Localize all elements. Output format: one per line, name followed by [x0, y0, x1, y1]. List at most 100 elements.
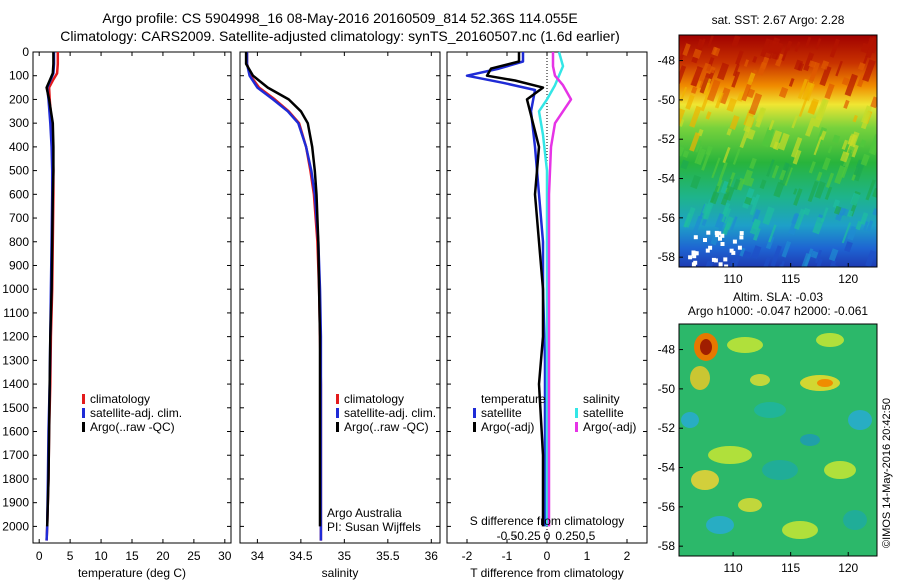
- sst-streak: [726, 128, 733, 136]
- sla-map-title-line2: Argo h1000: -0.047 h2000: -0.061: [688, 304, 868, 318]
- sst-streak: [841, 157, 852, 179]
- x-tick-label: 2: [624, 549, 631, 563]
- sst-texture: [679, 35, 877, 267]
- s-tick-label: 0.5: [579, 529, 596, 543]
- salinity-plot: 34 34.5 35 35.5 36: [240, 51, 440, 563]
- sst-streak: [853, 159, 863, 176]
- sst-streak: [752, 227, 761, 241]
- sst-streak: [824, 83, 835, 100]
- map-x-tick-label: 110: [724, 561, 743, 575]
- sst-streak: [841, 77, 850, 86]
- x-tick-label: 15: [125, 549, 139, 563]
- x-tick-label: 25: [187, 549, 201, 563]
- depth-tick-label: 900: [9, 258, 29, 272]
- map-y-tick-label: -48: [658, 54, 676, 68]
- depth-tick-label: 0: [22, 45, 29, 59]
- sst-streak: [765, 235, 775, 250]
- sst-streak: [752, 209, 761, 223]
- sst-missing-cell: [718, 262, 723, 267]
- legend-label-s-satellite: satellite: [583, 406, 624, 420]
- sla-anomaly-blob: [848, 410, 872, 430]
- sst-streak: [749, 194, 761, 216]
- sst-streak: [689, 132, 701, 152]
- depth-tick-label: 1100: [3, 306, 29, 320]
- sla-anomaly-blob: [843, 510, 867, 530]
- sst-streak: [865, 179, 876, 201]
- x-tick-label: 35.5: [376, 549, 400, 563]
- depth-tick-label: 1000: [2, 282, 29, 296]
- sst-streak: [714, 213, 724, 228]
- series-line-argo-raw-qc-: [244, 52, 322, 527]
- sst-streak: [778, 86, 789, 99]
- sst-streak: [840, 151, 850, 163]
- sst-streak: [798, 97, 808, 117]
- x-tick-label: 35: [338, 549, 352, 563]
- sst-streak: [705, 111, 712, 120]
- sst-streak: [794, 41, 801, 52]
- map-y-tick-label: -54: [658, 461, 676, 475]
- sst-streak: [777, 132, 790, 151]
- sst-streak: [808, 60, 817, 68]
- sst-streak: [859, 212, 869, 225]
- sst-streak: [793, 188, 798, 195]
- map-x-tick-label: 120: [838, 561, 858, 575]
- sst-streak: [708, 65, 716, 74]
- sst-streak: [723, 185, 735, 201]
- sst-missing-cell: [694, 251, 699, 256]
- map-y-tick-label: -56: [658, 500, 676, 514]
- sst-streak: [771, 41, 783, 60]
- sst-streak: [870, 96, 877, 109]
- sst-streak: [794, 59, 804, 71]
- sst-streak: [692, 48, 702, 59]
- map-y-tick-label: -52: [658, 132, 676, 146]
- sst-streak: [682, 150, 690, 158]
- map-y-tick-label: -58: [658, 250, 676, 264]
- sst-streak: [827, 145, 833, 154]
- sst-streak: [825, 172, 835, 189]
- legend-label-satellite: satellite-adj. clim.: [90, 406, 182, 420]
- sla-map-frame: [678, 323, 878, 557]
- depth-axis-labels: 0 100 200 300 400 500 600 700 800 900 1000 1100 1200…: [2, 45, 29, 533]
- sst-streak: [821, 157, 831, 171]
- sst-streak: [747, 72, 756, 86]
- sst-streak: [710, 185, 719, 203]
- sst-streak: [769, 130, 783, 150]
- salinity-legend: climatology satellite-adj. clim. Argo(..…: [336, 392, 436, 434]
- sst-streak: [819, 130, 827, 141]
- x-tick-label: -1: [502, 549, 513, 563]
- series-line-s-satellite: [537, 51, 565, 527]
- legend-swatch-t-satellite: [473, 408, 476, 418]
- sst-streak: [844, 73, 858, 97]
- sla-anomaly-blob: [691, 470, 719, 490]
- sst-missing-cell: [739, 231, 744, 236]
- temperature-xlabel: temperature (deg C): [78, 566, 186, 580]
- x-tick-label: 36: [425, 549, 439, 563]
- sst-streak: [732, 63, 740, 77]
- salinity-xlabel: salinity: [322, 566, 359, 580]
- legend-label-argo: Argo(..raw -QC): [90, 420, 175, 434]
- map-y-tick-label: -58: [658, 539, 676, 553]
- sst-streak: [793, 188, 803, 206]
- difference-plot: -2 -1 0 1 2 -0.5-0.25 0 0.25 0.5: [447, 51, 647, 563]
- sst-streak: [731, 35, 741, 48]
- sst-streak: [810, 250, 819, 259]
- sst-streak: [701, 150, 712, 171]
- sst-streak: [679, 65, 687, 84]
- legend-swatch-climatology: [82, 394, 85, 404]
- depth-tick-label: 800: [9, 235, 29, 249]
- sst-streak: [816, 171, 823, 182]
- depth-tick-label: 200: [9, 92, 29, 106]
- x-tick-label: 5: [67, 549, 74, 563]
- sst-streak: [729, 115, 740, 131]
- difference-legend: temperature salinity satellite Argo(-adj…: [473, 392, 636, 434]
- sst-streak: [730, 216, 738, 231]
- sst-streak: [813, 116, 823, 128]
- map-y-tick-label: -54: [658, 172, 676, 186]
- sst-streak: [788, 78, 795, 87]
- sst-streak: [759, 179, 767, 190]
- depth-tick-label: 1800: [2, 472, 29, 486]
- depth-tick-label: 300: [9, 116, 29, 130]
- sst-streak: [815, 38, 822, 50]
- sst-streak: [726, 178, 732, 189]
- sst-streak: [812, 216, 825, 235]
